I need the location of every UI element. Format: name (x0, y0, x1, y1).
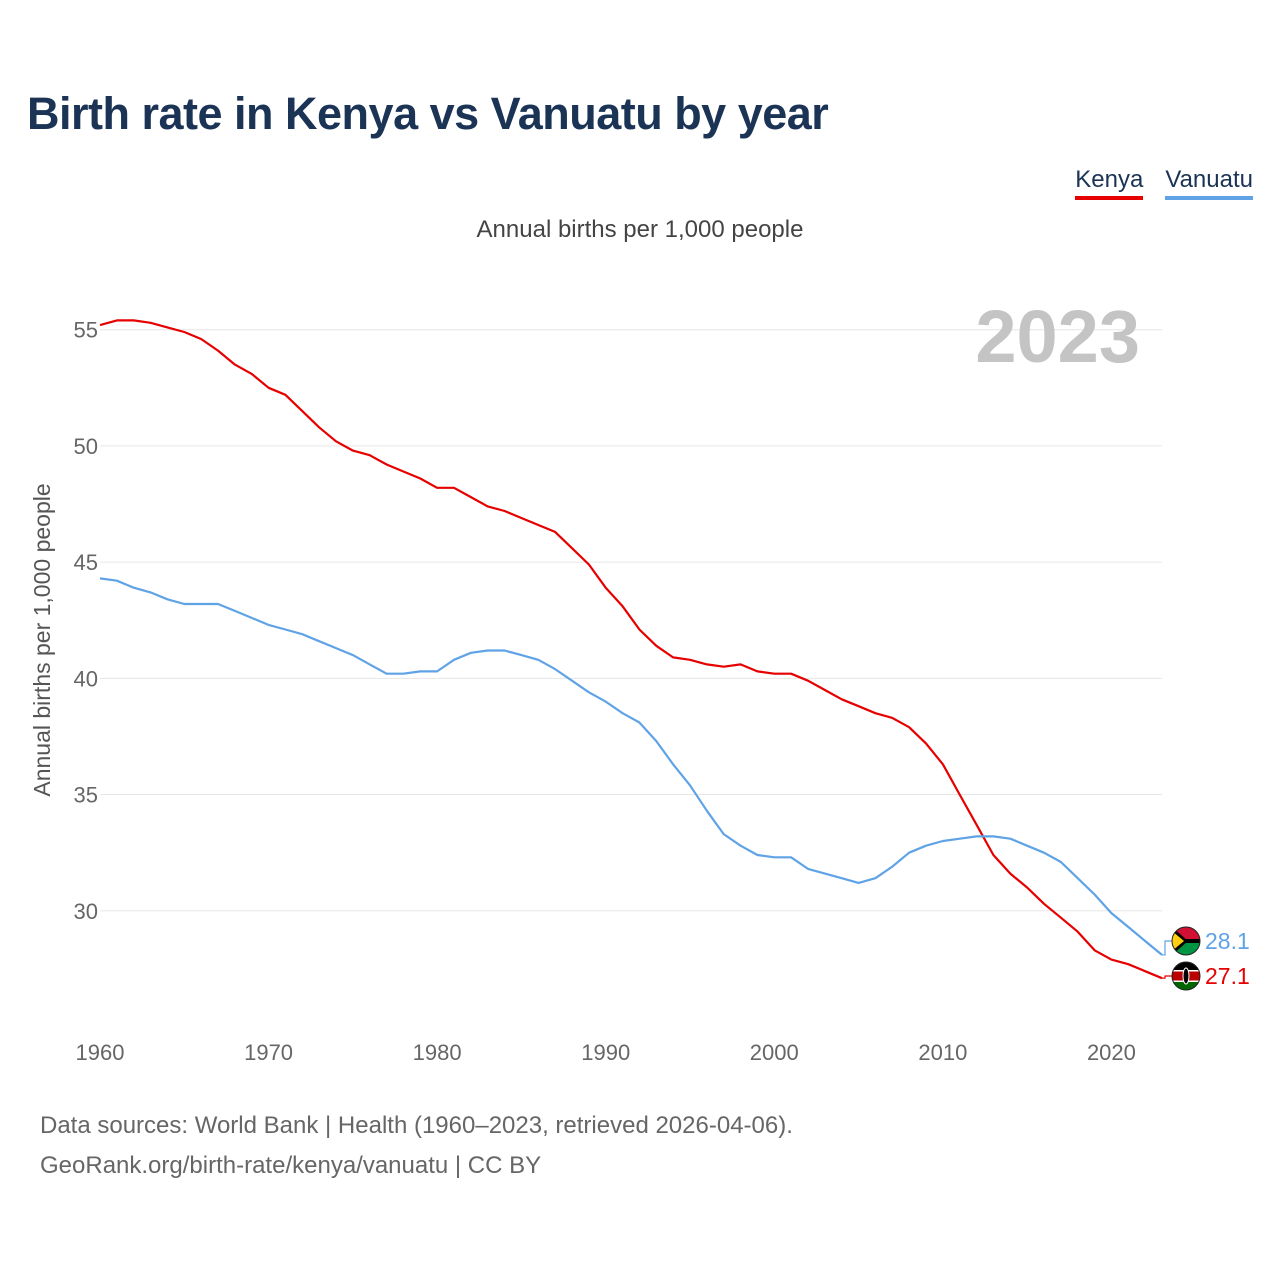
x-tick-label: 1990 (581, 1040, 630, 1065)
y-axis-title: Annual births per 1,000 people (29, 483, 55, 796)
legend: Kenya Vanuatu (1075, 166, 1253, 200)
series-line-kenya (99, 319, 1163, 980)
source-note: Data sources: World Bank | Health (1960–… (40, 1106, 793, 1186)
series-line-vanuatu (99, 577, 1163, 956)
x-tick-label: 2000 (750, 1040, 799, 1065)
y-tick-label: 30 (74, 899, 98, 924)
chart-subtitle: Annual births per 1,000 people (476, 216, 804, 243)
x-tick-label: 1960 (76, 1040, 125, 1065)
kenya-flag-icon (1171, 961, 1201, 991)
year-watermark: 2023 (975, 295, 1140, 378)
series-end-label-kenya: 27.1 (1205, 963, 1250, 989)
legend-item-vanuatu[interactable]: Vanuatu (1165, 166, 1253, 200)
source-line-1: Data sources: World Bank | Health (1960–… (40, 1112, 793, 1139)
source-line-2[interactable]: GeoRank.org/birth-rate/kenya/vanuatu | C… (40, 1152, 542, 1179)
y-tick-label: 45 (74, 550, 98, 575)
x-tick-label: 1970 (244, 1040, 293, 1065)
vanuatu-flag-icon (1171, 926, 1201, 956)
x-tick-label: 2020 (1087, 1040, 1136, 1065)
chart-title: Birth rate in Kenya vs Vanuatu by year (27, 88, 829, 139)
y-tick-label: 35 (74, 783, 98, 808)
x-tick-label: 2010 (918, 1040, 967, 1065)
series-leader-kenya (1162, 975, 1172, 979)
x-tick-label: 1980 (413, 1040, 462, 1065)
y-tick-label: 40 (74, 666, 98, 691)
y-tick-label: 55 (74, 318, 98, 343)
series-leader-vanuatu (1162, 940, 1172, 956)
legend-item-kenya[interactable]: Kenya (1075, 166, 1144, 200)
y-tick-label: 50 (74, 434, 98, 459)
series-end-label-vanuatu: 28.1 (1205, 928, 1250, 954)
